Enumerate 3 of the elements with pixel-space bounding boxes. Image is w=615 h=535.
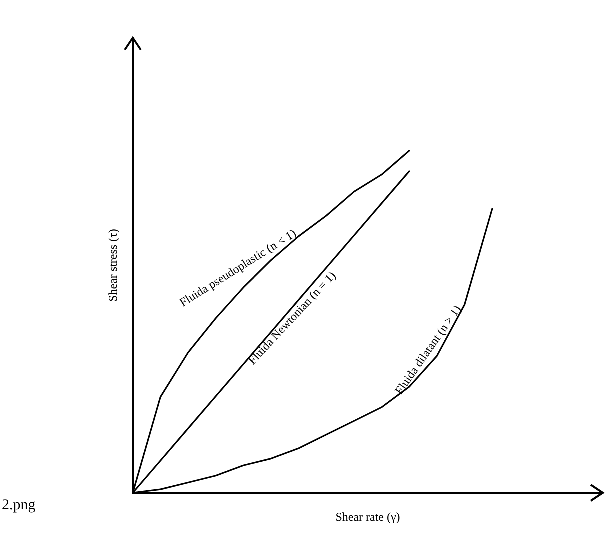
text: 2.png [2, 498, 36, 514]
y-axis-title: Shear stress (τ) [106, 229, 120, 302]
x-axis-title: Shear rate (γ) [336, 510, 400, 524]
